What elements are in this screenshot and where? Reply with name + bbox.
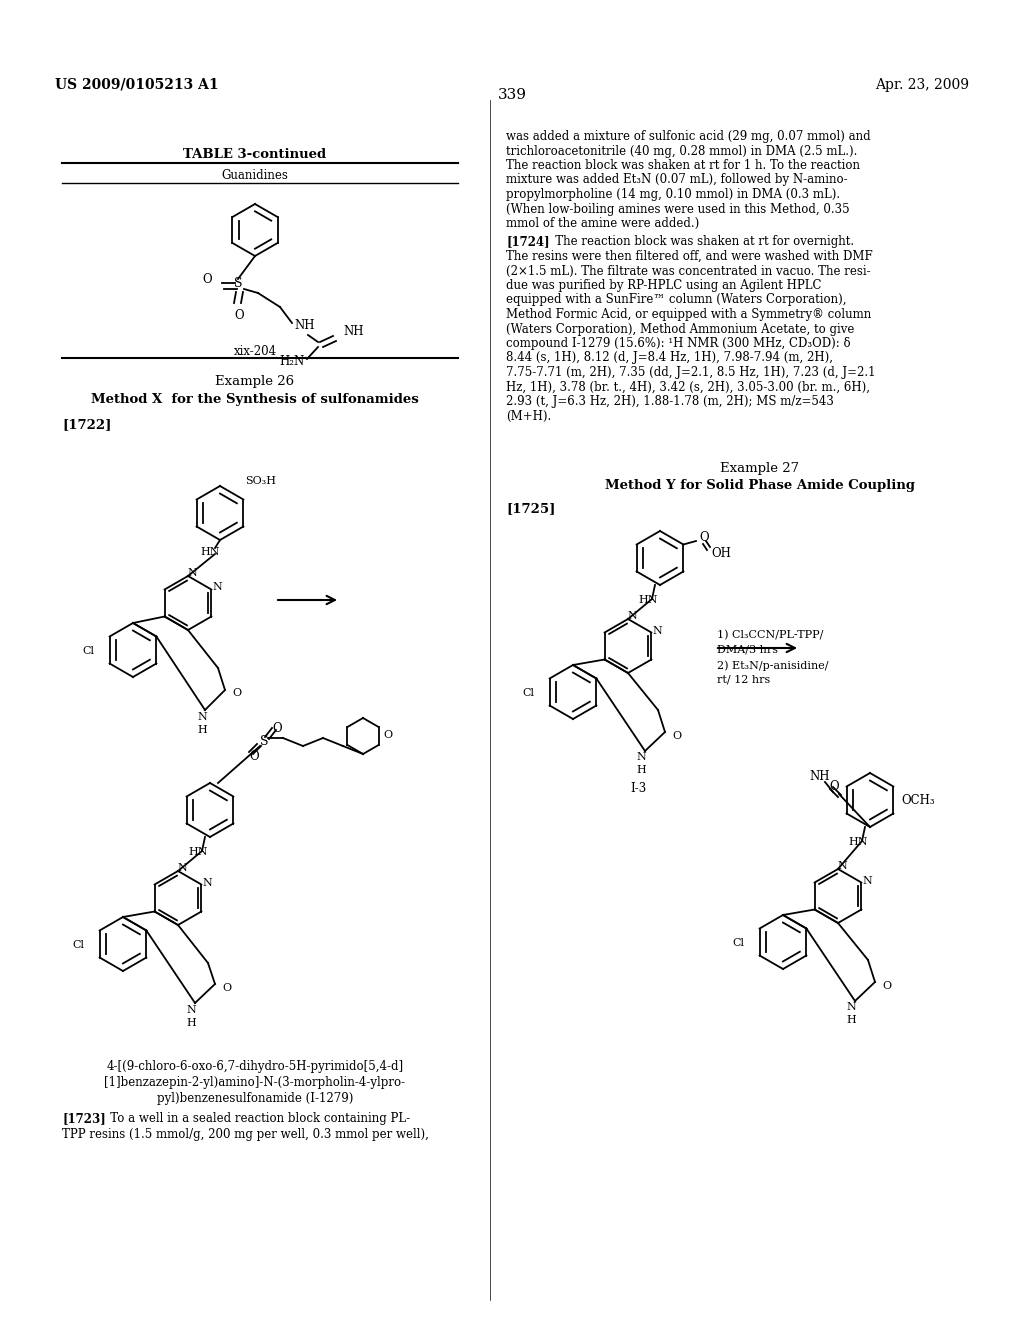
Text: trichloroacetonitrile (40 mg, 0.28 mmol) in DMA (2.5 mL.).: trichloroacetonitrile (40 mg, 0.28 mmol)… [506,144,857,157]
Text: DMA/3 hrs: DMA/3 hrs [717,645,778,655]
Text: O: O [232,688,241,698]
Text: HN: HN [200,546,219,557]
Text: [1723]: [1723] [62,1111,105,1125]
Text: [1]benzazepin-2-yl)amino]-N-(3-morpholin-4-ylpro-: [1]benzazepin-2-yl)amino]-N-(3-morpholin… [104,1076,406,1089]
Text: xix-204: xix-204 [233,345,276,358]
Text: Method Y for Solid Phase Amide Coupling: Method Y for Solid Phase Amide Coupling [605,479,915,492]
Text: N: N [837,861,847,871]
Text: 8.44 (s, 1H), 8.12 (d, J=8.4 Hz, 1H), 7.98-7.94 (m, 2H),: 8.44 (s, 1H), 8.12 (d, J=8.4 Hz, 1H), 7.… [506,351,833,364]
Text: US 2009/0105213 A1: US 2009/0105213 A1 [55,78,219,92]
Text: The reaction block was shaken at rt for overnight.: The reaction block was shaken at rt for … [544,235,854,248]
Text: Guanidines: Guanidines [221,169,289,182]
Text: Cl: Cl [72,940,84,950]
Text: HN: HN [638,595,657,605]
Text: S: S [234,277,243,290]
Text: Example 26: Example 26 [215,375,295,388]
Text: O: O [202,273,212,286]
Text: HN: HN [848,837,867,847]
Text: Cl: Cl [522,688,534,698]
Text: 2) Et₃N/p-anisidine/: 2) Et₃N/p-anisidine/ [717,660,828,671]
Text: pyl)benzenesulfonamide (I-1279): pyl)benzenesulfonamide (I-1279) [157,1092,353,1105]
Text: N: N [862,875,872,886]
Text: The reaction block was shaken at rt for 1 h. To the reaction: The reaction block was shaken at rt for … [506,158,860,172]
Text: [1724]: [1724] [506,235,550,248]
Text: O: O [882,981,891,991]
Text: TABLE 3-continued: TABLE 3-continued [183,148,327,161]
Text: S: S [260,735,268,748]
Text: O: O [249,750,259,763]
Text: NH: NH [809,770,829,783]
Text: O: O [234,309,244,322]
Text: Example 27: Example 27 [721,462,800,475]
Text: (Waters Corporation), Method Ammonium Acetate, to give: (Waters Corporation), Method Ammonium Ac… [506,322,854,335]
Text: O: O [699,531,709,544]
Text: due was purified by RP-HPLC using an Agilent HPLC: due was purified by RP-HPLC using an Agi… [506,279,821,292]
Text: O: O [829,780,839,793]
Text: 7.75-7.71 (m, 2H), 7.35 (dd, J=2.1, 8.5 Hz, 1H), 7.23 (d, J=2.1: 7.75-7.71 (m, 2H), 7.35 (dd, J=2.1, 8.5 … [506,366,876,379]
Text: H: H [846,1015,856,1026]
Text: Apr. 23, 2009: Apr. 23, 2009 [874,78,969,92]
Text: NH: NH [294,319,314,333]
Text: equipped with a SunFire™ column (Waters Corporation),: equipped with a SunFire™ column (Waters … [506,293,847,306]
Text: TPP resins (1.5 mmol/g, 200 mg per well, 0.3 mmol per well),: TPP resins (1.5 mmol/g, 200 mg per well,… [62,1129,429,1140]
Text: N: N [197,711,207,722]
Text: O: O [272,722,282,735]
Text: 339: 339 [498,88,526,102]
Text: 1) Cl₃CCN/PL-TPP/: 1) Cl₃CCN/PL-TPP/ [717,630,823,640]
Text: Cl: Cl [732,939,744,948]
Text: N: N [652,626,663,635]
Text: N: N [187,568,197,578]
Text: mixture was added Et₃N (0.07 mL), followed by N-amino-: mixture was added Et₃N (0.07 mL), follow… [506,173,848,186]
Text: (M+H).: (M+H). [506,409,551,422]
Text: N: N [186,1005,196,1015]
Text: H₂N: H₂N [279,355,304,368]
Text: [1722]: [1722] [62,418,112,432]
Text: Cl: Cl [82,645,94,656]
Text: Method Formic Acid, or equipped with a Symmetry® column: Method Formic Acid, or equipped with a S… [506,308,871,321]
Text: N: N [177,863,186,873]
Text: [1725]: [1725] [506,502,555,515]
Text: 2.93 (t, J=6.3 Hz, 2H), 1.88-1.78 (m, 2H); MS m/z=543: 2.93 (t, J=6.3 Hz, 2H), 1.88-1.78 (m, 2H… [506,395,834,408]
Text: N: N [846,1002,856,1012]
Text: (When low-boiling amines were used in this Method, 0.35: (When low-boiling amines were used in th… [506,202,850,215]
Text: H: H [186,1018,196,1028]
Text: propylmorpholine (14 mg, 0.10 mmol) in DMA (0.3 mL).: propylmorpholine (14 mg, 0.10 mmol) in D… [506,187,840,201]
Text: OCH₃: OCH₃ [901,795,935,807]
Text: The resins were then filtered off, and were washed with DMF: The resins were then filtered off, and w… [506,249,872,263]
Text: OH: OH [711,546,731,560]
Text: SO₃H: SO₃H [245,477,276,486]
Text: O: O [672,731,681,741]
Text: H: H [197,725,207,735]
Text: NH: NH [343,325,364,338]
Text: (2×1.5 mL). The filtrate was concentrated in vacuo. The resi-: (2×1.5 mL). The filtrate was concentrate… [506,264,870,277]
Text: N: N [627,611,637,620]
Text: rt/ 12 hrs: rt/ 12 hrs [717,675,770,685]
Text: mmol of the amine were added.): mmol of the amine were added.) [506,216,699,230]
Text: N: N [212,582,222,593]
Text: To a well in a sealed reaction block containing PL-: To a well in a sealed reaction block con… [99,1111,411,1125]
Text: N: N [203,878,212,887]
Text: 4-[(9-chloro-6-oxo-6,7-dihydro-5H-pyrimido[5,4-d]: 4-[(9-chloro-6-oxo-6,7-dihydro-5H-pyrimi… [106,1060,403,1073]
Text: Hz, 1H), 3.78 (br. t., 4H), 3.42 (s, 2H), 3.05-3.00 (br. m., 6H),: Hz, 1H), 3.78 (br. t., 4H), 3.42 (s, 2H)… [506,380,870,393]
Text: H: H [636,766,646,775]
Text: O: O [222,983,231,993]
Text: was added a mixture of sulfonic acid (29 mg, 0.07 mmol) and: was added a mixture of sulfonic acid (29… [506,129,870,143]
Text: HN: HN [188,847,208,857]
Text: I-3: I-3 [630,781,646,795]
Text: Method X  for the Synthesis of sulfonamides: Method X for the Synthesis of sulfonamid… [91,393,419,407]
Text: O: O [383,730,392,741]
Text: N: N [636,752,646,762]
Text: compound I-1279 (15.6%): ¹H NMR (300 MHz, CD₃OD): δ: compound I-1279 (15.6%): ¹H NMR (300 MHz… [506,337,851,350]
